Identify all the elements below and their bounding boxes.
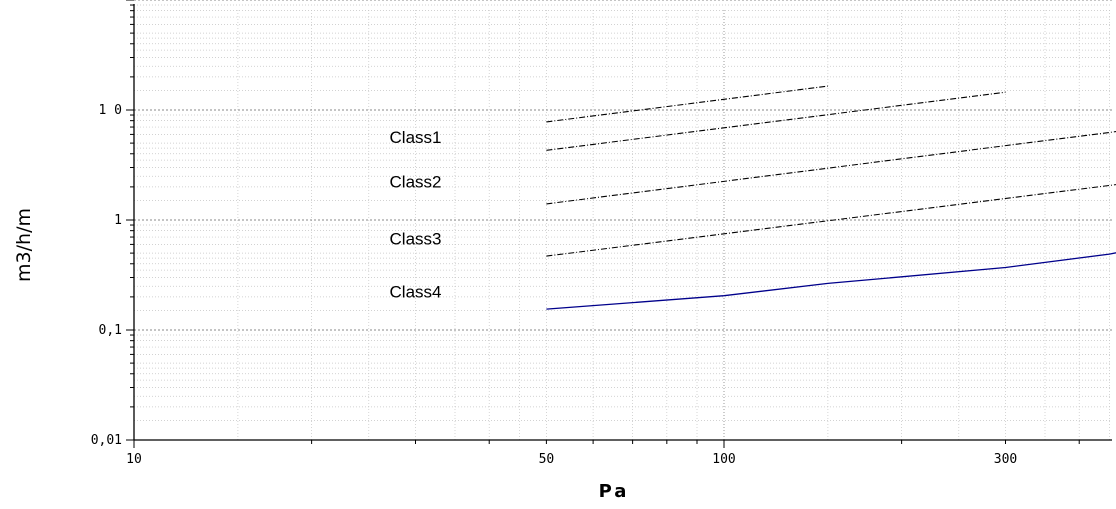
- axes: [126, 0, 1112, 448]
- series-line-4: [546, 184, 1116, 257]
- x-tick-label: 50: [539, 452, 555, 467]
- x-tick-label: 10: [126, 452, 142, 467]
- y-tick-label: 0,01: [91, 433, 122, 448]
- grid: [133, 0, 1112, 441]
- x-tick-label: 300: [994, 452, 1017, 467]
- tick-labels: 0,010,111 01050100300600: [91, 103, 1018, 467]
- class-label-2: Class2: [390, 172, 442, 191]
- series-line-1: [546, 85, 828, 123]
- class-annotations: Class1 Class2 Class3 Class4: [390, 128, 442, 301]
- y-tick-label: 1 0: [99, 103, 122, 118]
- series-line-5: [546, 252, 1116, 310]
- y-axis-label: m3/h/m: [13, 208, 35, 282]
- class-label-1: Class1: [390, 128, 442, 147]
- series-lines: [546, 85, 1116, 310]
- x-axis-label: Pa: [599, 481, 630, 502]
- y-tick-label: 0,1: [99, 323, 122, 338]
- class-label-3: Class3: [390, 229, 442, 248]
- series-line-2: [546, 91, 1006, 151]
- series-line-3: [546, 131, 1116, 205]
- y-tick-label: 1: [114, 213, 122, 228]
- class-label-4: Class4: [390, 282, 442, 301]
- x-tick-label: 100: [712, 452, 735, 467]
